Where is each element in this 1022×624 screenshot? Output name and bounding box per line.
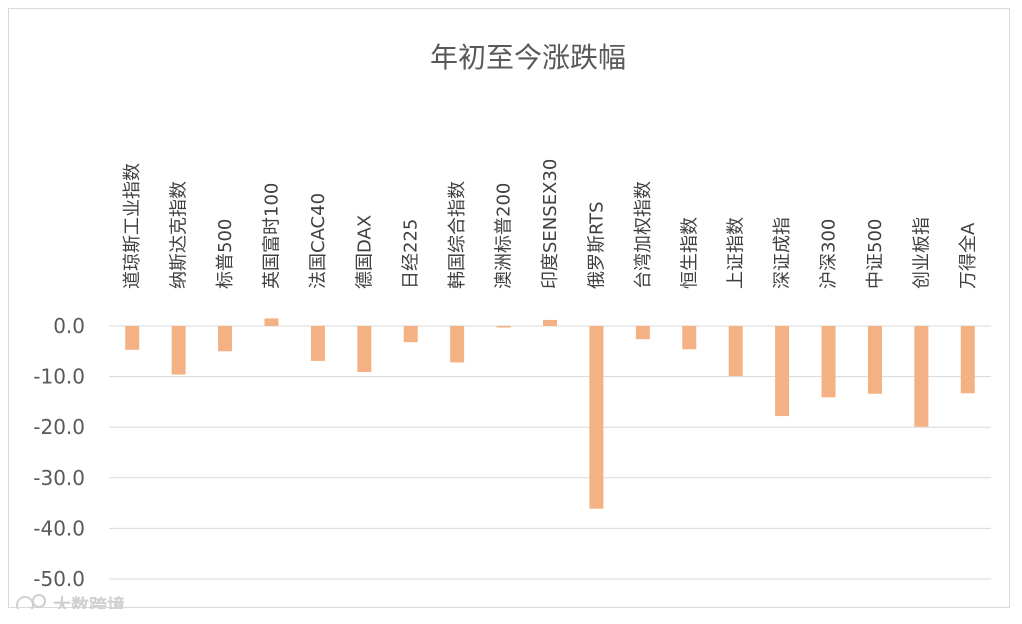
watermark: 大数跨境: [16, 594, 125, 617]
bar: [218, 326, 233, 352]
category-label: 深证成指: [772, 217, 793, 289]
bar: [264, 318, 279, 326]
bar: [357, 326, 372, 373]
category-label: 道琼斯工业指数: [122, 163, 143, 289]
category-label: 创业板指: [911, 217, 932, 289]
bar: [450, 326, 465, 363]
category-label: 俄罗斯RTS: [586, 201, 607, 289]
bar: [403, 326, 418, 343]
y-tick-label: -20.0: [33, 415, 85, 439]
category-label: 澳洲标普200: [494, 183, 515, 289]
bar-chart: 年初至今涨跌幅 0.0 -10.0 -20.0 -30.0 -40.0 -50.0 道琼斯…: [16, 41, 991, 617]
watermark-text: 大数跨境: [53, 595, 125, 609]
chart-frame: 年初至今涨跌幅 0.0 -10.0 -20.0 -30.0 -40.0 -50.0 道琼斯…: [8, 8, 1010, 617]
category-label: 标普500: [215, 219, 236, 289]
bar: [960, 326, 975, 394]
category-label: 万得全A: [958, 222, 979, 289]
category-label: 韩国综合指数: [447, 181, 468, 289]
bar: [682, 326, 697, 350]
bar: [589, 326, 604, 509]
category-label: 恒生指数: [679, 217, 700, 289]
category-label: 沪深300: [819, 219, 840, 289]
y-tick-label: -30.0: [33, 466, 85, 490]
bar: [496, 326, 511, 328]
bar: [867, 326, 882, 394]
bars: [125, 318, 975, 509]
watermark-logo-icon: [16, 594, 46, 614]
bar: [821, 326, 836, 398]
category-label: 纳斯达克指数: [169, 181, 190, 289]
y-tick-label: -10.0: [33, 365, 85, 389]
y-axis: 0.0 -10.0 -20.0 -30.0 -40.0 -50.0: [33, 314, 85, 591]
category-label: 上证指数: [726, 217, 747, 289]
category-label: 台湾加权指数: [633, 181, 654, 289]
chart-title: 年初至今涨跌幅: [430, 41, 626, 74]
bar: [171, 326, 186, 375]
y-tick-label: -40.0: [33, 516, 85, 540]
bar: [310, 326, 325, 361]
category-label: 印度SENSEX30: [540, 159, 561, 289]
category-label: 中证500: [865, 219, 886, 289]
category-label: 日经225: [401, 219, 422, 289]
y-tick-label: 0.0: [53, 314, 85, 338]
category-label: 德国DAX: [354, 215, 375, 289]
bar: [914, 326, 929, 427]
y-tick-label: -50.0: [33, 567, 85, 591]
gridlines: [109, 325, 991, 580]
bar: [635, 326, 650, 340]
bar: [775, 326, 790, 417]
bar: [543, 319, 557, 326]
bar: [728, 326, 743, 377]
bar: [125, 326, 140, 350]
category-label: 法国CAC40: [308, 193, 329, 289]
category-labels: 道琼斯工业指数 纳斯达克指数 标普500 英国富时100 法国CAC40 德国DAX 日经2…: [122, 159, 979, 289]
category-label: 英国富时100: [261, 183, 282, 289]
